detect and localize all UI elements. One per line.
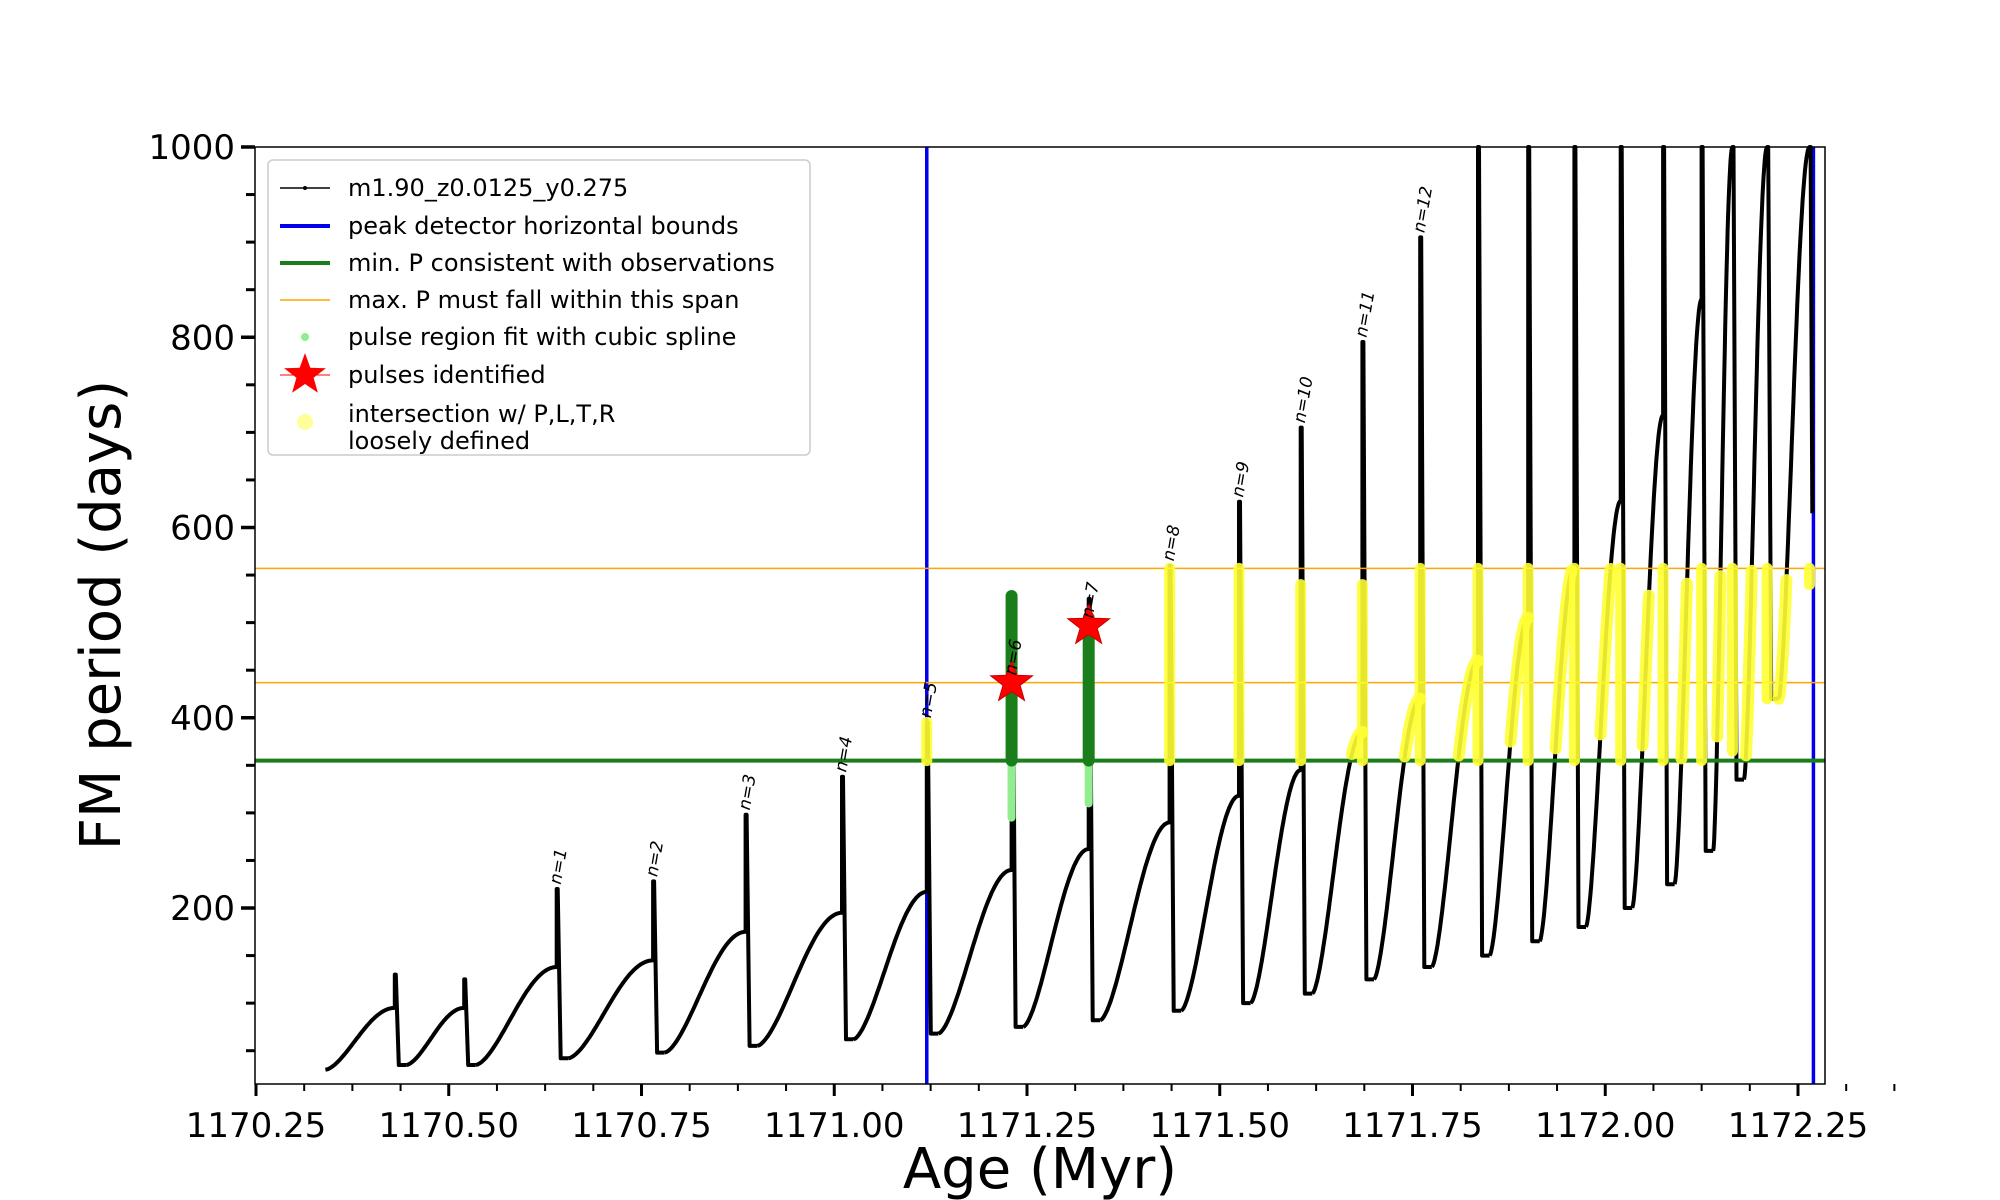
pulse-star-1 xyxy=(989,659,1034,702)
track-cycle-19 xyxy=(1630,145,1675,909)
track-cycle-16 xyxy=(1487,145,1540,957)
legend-label-3: max. P must fall within this span xyxy=(348,286,739,314)
legend-box xyxy=(267,159,811,456)
x-tick-label-8: 1172.25 xyxy=(1728,1106,1869,1146)
x-tick-label-6: 1171.75 xyxy=(1342,1106,1483,1146)
pulse-label-12: n=12 xyxy=(1409,185,1437,234)
track-cycle-11 xyxy=(1179,499,1251,1013)
pulse-label-2: n=2 xyxy=(642,839,668,878)
horizontal-lines-layer xyxy=(255,567,1825,763)
legend-marker-dot xyxy=(301,333,309,341)
intersection-layer xyxy=(921,562,1816,767)
x-tick-label-0: 1170.25 xyxy=(186,1106,327,1146)
legend-label-6: intersection w/ P,L,T,R loosely defined xyxy=(348,400,615,455)
track-cycle-6 xyxy=(756,774,854,1048)
x-tick-label-1: 1170.50 xyxy=(378,1106,519,1146)
intersection-arc-19 xyxy=(1675,577,1693,765)
intersection-arc-15 xyxy=(1504,611,1535,748)
pulse-label-4: n=4 xyxy=(831,735,857,774)
intersection-arc-12 xyxy=(1345,726,1369,760)
legend-label-1: peak detector horizontal bounds xyxy=(348,212,739,240)
track-cycle-9 xyxy=(1022,596,1101,1029)
track-cycle-2 xyxy=(405,977,476,1067)
vertical-bounds-layer xyxy=(925,147,1816,1084)
x-tick-label-5: 1171.50 xyxy=(1149,1106,1290,1146)
pulse-label-1: n=1 xyxy=(546,847,572,886)
spline-region-layer xyxy=(1005,589,1095,822)
x-tick-label-2: 1170.75 xyxy=(571,1106,712,1146)
x-tick-label-3: 1171.00 xyxy=(764,1106,905,1146)
legend-marker-track-dot xyxy=(303,186,307,190)
y-tick-label-1: 400 xyxy=(170,699,235,739)
pulse-label-3: n=3 xyxy=(735,773,761,812)
intersection-arc-22 xyxy=(1772,574,1793,705)
track-cycle-5 xyxy=(663,812,758,1055)
intersection-arc-17 xyxy=(1594,563,1617,741)
track-cycle-12 xyxy=(1249,425,1313,1005)
track-cycle-10 xyxy=(1099,563,1182,1023)
y-tick-label-2: 600 xyxy=(170,509,235,549)
track-cycle-20 xyxy=(1672,145,1714,885)
x-tick-label-4: 1171.25 xyxy=(957,1106,1098,1146)
track-cycle-15 xyxy=(1430,145,1490,969)
track-cycle-8 xyxy=(937,620,1024,1036)
pulse-label-11: n=11 xyxy=(1352,289,1380,338)
axes-layer: 1170.25 1170.50 1170.75 1171.00 1171.25 1171.… xyxy=(148,128,1896,1146)
legend-label-5: pulses identified xyxy=(348,361,546,389)
x-axis-label: Age (Myr) xyxy=(903,1137,1177,1200)
track-cycle-3 xyxy=(475,887,569,1067)
intersection-arc-13 xyxy=(1398,692,1427,763)
legend-label-4: pulse region fit with cubic spline xyxy=(348,323,736,351)
y-tick-label-3: 800 xyxy=(170,318,235,358)
pulse-label-5: n=5 xyxy=(916,681,942,720)
intersection-arc-20 xyxy=(1711,570,1727,743)
track-cycle-17 xyxy=(1537,145,1586,943)
track-cycle-18 xyxy=(1584,145,1633,928)
intersection-arc-18 xyxy=(1636,589,1655,752)
legend-label-2: min. P consistent with observations xyxy=(348,249,775,277)
legend-marker-star xyxy=(284,353,326,393)
pulse-label-10: n=10 xyxy=(1290,375,1318,424)
y-axis-label: FM period (days) xyxy=(69,380,134,850)
pulse-label-7: n=7 xyxy=(1078,581,1104,620)
x-tick-label-7: 1172.00 xyxy=(1535,1106,1676,1146)
pulses-identified-layer xyxy=(989,602,1112,702)
pulse-label-8: n=8 xyxy=(1159,523,1185,562)
track-cycle-7 xyxy=(852,720,939,1042)
pulse-star-2 xyxy=(1066,602,1112,645)
plot-frame xyxy=(254,146,1826,1085)
track-cycle-1 xyxy=(325,972,407,1072)
legend-label-0: m1.90_z0.0125_y0.275 xyxy=(348,174,628,202)
pulse-label-9: n=9 xyxy=(1228,460,1254,499)
legend-marker-circle xyxy=(297,414,313,430)
intersection-arc-14 xyxy=(1452,654,1484,762)
y-tick-label-4: 1000 xyxy=(148,128,235,168)
pulse-label-6: n=6 xyxy=(1001,638,1027,677)
intersection-arc-16 xyxy=(1549,564,1578,755)
track-cycle-4 xyxy=(567,879,665,1061)
y-tick-label-0: 200 xyxy=(170,889,235,929)
intersection-arc-21 xyxy=(1740,564,1758,762)
